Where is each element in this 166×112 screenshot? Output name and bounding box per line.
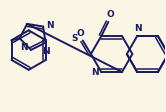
Text: O: O [106,10,114,19]
Text: O: O [77,29,85,38]
Text: N: N [20,43,28,52]
Text: N: N [134,24,142,33]
Text: N: N [42,47,49,56]
Text: S: S [71,34,78,43]
Text: N: N [91,68,98,78]
Text: N: N [46,21,54,30]
